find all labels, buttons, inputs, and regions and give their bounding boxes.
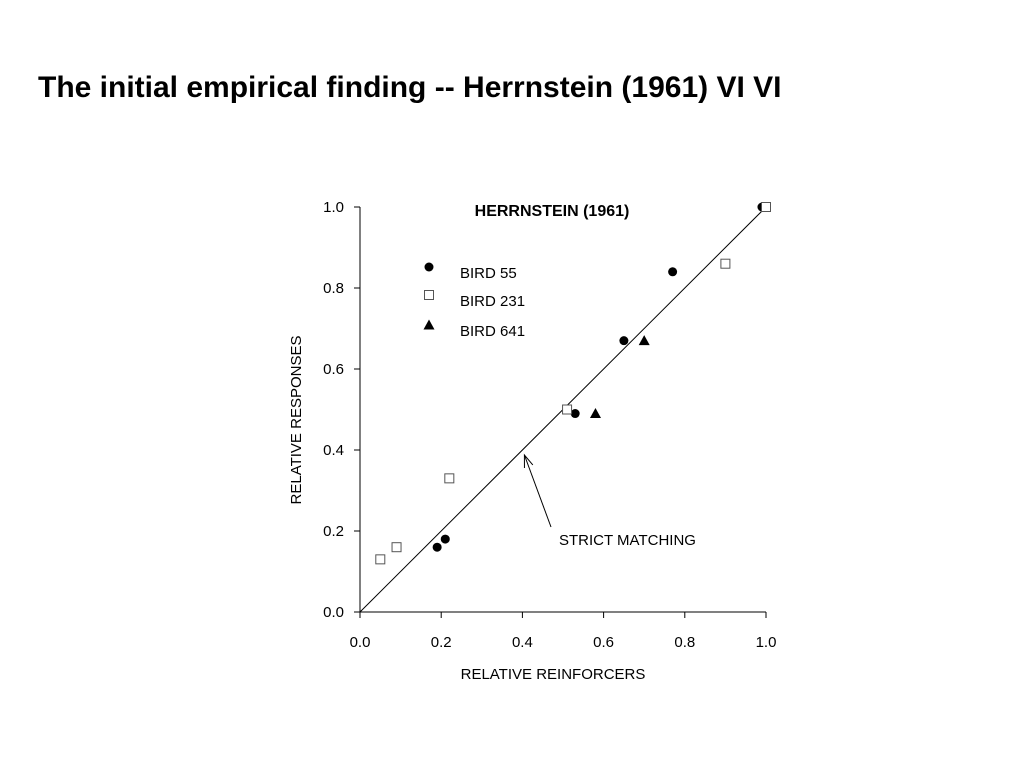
x-tick-label: 0.0 xyxy=(350,634,371,651)
bird-231-point xyxy=(391,542,402,553)
y-axis-title: RELATIVE RESPONSES xyxy=(288,336,305,505)
annotation-arrow-line xyxy=(523,454,552,528)
y-tick-label: 0.4 xyxy=(323,442,344,459)
x-tick-label: 0.2 xyxy=(431,634,452,651)
bird-641-point xyxy=(638,335,650,346)
bird-55-point xyxy=(432,542,442,552)
y-tick-label: 0.8 xyxy=(323,280,344,297)
chart-heading: HERRNSTEIN (1961) xyxy=(475,203,630,220)
chart-legend: BIRD 55 BIRD 231 BIRD 641 xyxy=(423,262,525,340)
bird-231-point xyxy=(562,404,573,415)
bird-55-point xyxy=(440,534,450,544)
bird-231-point xyxy=(444,473,455,484)
bird-231-point xyxy=(761,202,771,212)
legend-label-bird-641: BIRD 641 xyxy=(460,323,525,340)
legend-marker-bird-55 xyxy=(424,262,434,272)
bird-55-point xyxy=(570,409,580,419)
x-tick-label: 1.0 xyxy=(756,634,777,651)
y-tick-label: 0.0 xyxy=(323,604,344,621)
annotation-label: STRICT MATCHING xyxy=(559,532,696,549)
bird-641-point xyxy=(589,408,601,419)
bird-55-point xyxy=(619,336,629,346)
legend-label-bird-55: BIRD 55 xyxy=(460,265,517,282)
strict-matching-annotation: STRICT MATCHING xyxy=(523,453,696,549)
y-tick-label: 0.2 xyxy=(323,523,344,540)
slide-title: The initial empirical finding -- Herrnst… xyxy=(38,71,782,104)
data-points xyxy=(375,202,771,565)
bird-231-point xyxy=(720,258,731,269)
legend-marker-bird-641 xyxy=(423,319,435,330)
chart-axes: 0.0 0.2 0.4 0.6 0.8 1.0 0.0 0.2 0.4 0.6 0.8 1.0 xyxy=(323,199,776,651)
annotation-arrowhead xyxy=(523,453,534,469)
legend-label-bird-231: BIRD 231 xyxy=(460,293,525,310)
y-tick-label: 0.6 xyxy=(323,361,344,378)
bird-231-point xyxy=(375,554,386,565)
bird-55-point xyxy=(668,267,678,277)
legend-marker-bird-231 xyxy=(424,290,434,300)
y-tick-label: 1.0 xyxy=(323,199,344,216)
x-tick-label: 0.4 xyxy=(512,634,533,651)
x-tick-label: 0.6 xyxy=(593,634,614,651)
x-tick-label: 0.8 xyxy=(674,634,695,651)
x-axis-title: RELATIVE REINFORCERS xyxy=(461,666,646,683)
